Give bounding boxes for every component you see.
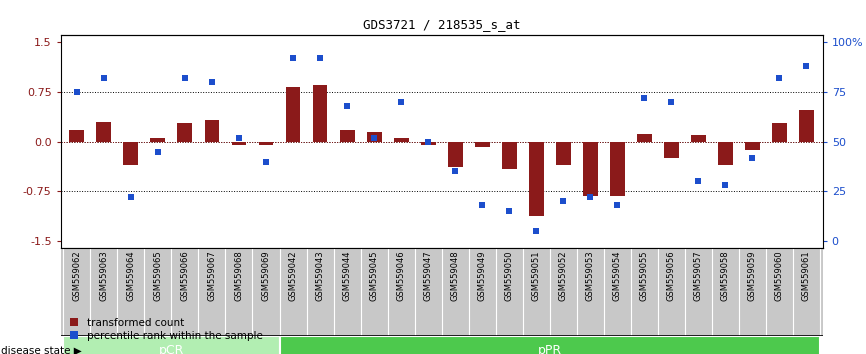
Text: GSM559061: GSM559061 — [802, 251, 811, 301]
Bar — [394, 138, 409, 142]
Text: GSM559052: GSM559052 — [559, 251, 568, 301]
Text: GSM559059: GSM559059 — [748, 251, 757, 301]
Text: disease state ▶: disease state ▶ — [1, 346, 81, 354]
Text: GSM559050: GSM559050 — [505, 251, 514, 301]
Text: GSM559067: GSM559067 — [208, 251, 216, 301]
Bar — [664, 142, 679, 158]
Bar — [231, 142, 247, 145]
Text: GSM559069: GSM559069 — [262, 251, 270, 301]
Text: GSM559054: GSM559054 — [613, 251, 622, 301]
Bar — [718, 142, 733, 165]
Text: GSM559063: GSM559063 — [100, 251, 108, 301]
Bar — [286, 87, 301, 142]
Legend: transformed count, percentile rank within the sample: transformed count, percentile rank withi… — [66, 314, 267, 345]
Bar — [313, 85, 327, 142]
Text: pCR: pCR — [158, 344, 184, 354]
Bar — [280, 336, 820, 354]
Bar — [637, 133, 652, 142]
Text: GSM559049: GSM559049 — [478, 251, 487, 301]
Bar — [529, 142, 544, 216]
Text: pPR: pPR — [538, 344, 562, 354]
Text: GSM559042: GSM559042 — [288, 251, 298, 301]
Text: GSM559068: GSM559068 — [235, 251, 243, 301]
Text: GSM559044: GSM559044 — [343, 251, 352, 301]
Bar — [366, 132, 382, 142]
Text: GSM559066: GSM559066 — [180, 251, 190, 301]
Text: GSM559043: GSM559043 — [315, 251, 325, 301]
Bar — [772, 123, 787, 142]
Bar — [475, 142, 489, 147]
Text: GSM559058: GSM559058 — [721, 251, 730, 301]
Bar — [610, 142, 624, 196]
Text: GSM559062: GSM559062 — [73, 251, 81, 301]
Bar — [151, 138, 165, 142]
Bar — [178, 123, 192, 142]
Bar — [421, 142, 436, 145]
Bar — [339, 130, 354, 142]
Bar — [96, 122, 112, 142]
Bar — [501, 142, 517, 170]
Text: GSM559047: GSM559047 — [423, 251, 433, 301]
Text: GSM559057: GSM559057 — [694, 251, 703, 301]
Bar — [448, 142, 462, 167]
Text: GSM559048: GSM559048 — [450, 251, 460, 301]
Text: GSM559046: GSM559046 — [397, 251, 405, 301]
Bar — [63, 336, 280, 354]
Text: GSM559060: GSM559060 — [775, 251, 784, 301]
Text: GSM559051: GSM559051 — [532, 251, 540, 301]
Bar — [745, 142, 759, 149]
Text: GSM559056: GSM559056 — [667, 251, 675, 301]
Title: GDS3721 / 218535_s_at: GDS3721 / 218535_s_at — [363, 18, 520, 32]
Text: GSM559045: GSM559045 — [370, 251, 378, 301]
Bar — [69, 130, 84, 142]
Text: GSM559065: GSM559065 — [153, 251, 163, 301]
Text: GSM559064: GSM559064 — [126, 251, 135, 301]
Bar — [583, 142, 598, 196]
Bar — [259, 142, 274, 145]
Bar — [799, 110, 814, 142]
Bar — [124, 142, 139, 165]
Bar — [204, 120, 219, 142]
Bar — [556, 142, 571, 165]
Bar — [691, 135, 706, 142]
Text: GSM559055: GSM559055 — [640, 251, 649, 301]
Text: GSM559053: GSM559053 — [585, 251, 595, 301]
